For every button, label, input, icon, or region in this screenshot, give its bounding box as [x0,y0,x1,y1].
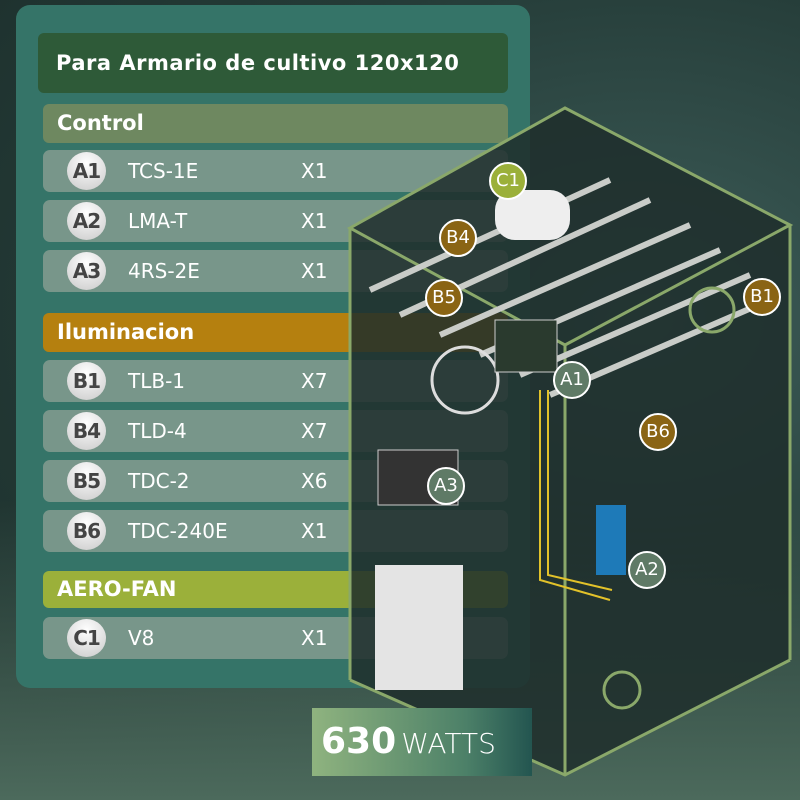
label-a2: A2 [628,551,666,589]
item-name: TLD-4 [128,419,187,443]
item-name: TDC-2 [128,469,190,493]
label-b4: B4 [439,219,477,257]
power-unit: WATTS [401,727,496,760]
code-badge: B1 [67,362,106,400]
code-badge: A1 [67,152,106,190]
page-title: Para Armario de cultivo 120x120 [38,33,508,93]
code-badge: A2 [67,202,106,240]
item-qty: X1 [301,519,328,543]
item-name: TLB-1 [128,369,186,393]
controller [494,319,558,373]
code-badge: B5 [67,462,106,500]
label-b6: B6 [639,413,677,451]
power-value: 630 [321,721,397,762]
item-qty: X1 [301,209,328,233]
item-name: LMA-T [128,209,188,233]
label-a1: A1 [553,361,591,399]
item-name: V8 [128,626,155,650]
item-name: TCS-1E [128,159,199,183]
item-name: 4RS-2E [128,259,200,283]
item-qty: X7 [301,369,328,393]
cables [539,390,613,601]
item-name: TDC-240E [128,519,228,543]
label-b5: B5 [425,279,463,317]
light-controller [596,505,626,575]
code-badge: A3 [67,252,106,290]
dehumidifier [375,565,463,690]
section-control: Control [43,104,508,143]
code-badge: C1 [67,619,106,657]
oscillating-fan [430,345,500,415]
vent-port [602,670,642,710]
inline-fan [495,190,570,240]
vent-port [688,286,736,334]
label-c1: C1 [489,162,527,200]
label-b1: B1 [743,278,781,316]
code-badge: B6 [67,512,106,550]
code-badge: B4 [67,412,106,450]
list-item: A1 TCS-1E X1 [43,150,508,192]
item-qty: X1 [301,159,328,183]
item-qty: X1 [301,626,328,650]
label-a3: A3 [427,467,465,505]
item-qty: X1 [301,259,328,283]
item-qty: X6 [301,469,328,493]
item-qty: X7 [301,419,328,443]
power-badge: 630 WATTS [312,708,532,776]
